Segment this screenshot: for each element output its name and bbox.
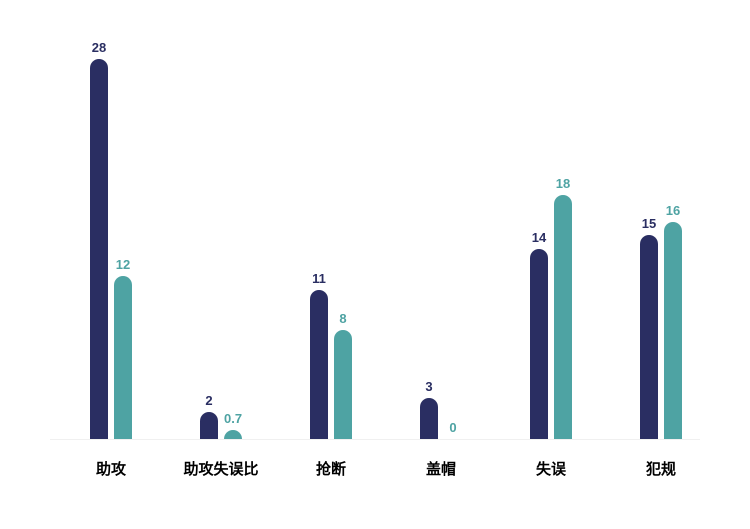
bar — [200, 412, 218, 439]
bar-group: 14 18 — [530, 176, 572, 439]
bar — [530, 249, 548, 439]
bar-value-label: 3 — [425, 379, 432, 394]
bar — [554, 195, 572, 439]
bar-value-label: 0.7 — [224, 411, 242, 426]
bar — [664, 222, 682, 439]
bar — [334, 330, 352, 439]
bar — [114, 276, 132, 439]
bar-value-label: 11 — [312, 271, 326, 286]
x-axis-label: 抢断 — [316, 458, 346, 479]
bar-value-label: 14 — [532, 230, 546, 245]
x-axis: 助攻 助攻失误比 抢断 盖帽 失误 犯规 — [50, 442, 700, 482]
bar — [224, 430, 242, 440]
x-axis-label: 助攻失误比 — [183, 458, 258, 479]
bar — [640, 235, 658, 439]
bar-series-a: 28 — [90, 40, 108, 439]
bar-value-label: 12 — [116, 257, 130, 272]
bar-group: 11 8 — [310, 271, 352, 439]
bar-chart: 281220.71183014181516 — [50, 60, 700, 440]
bar-value-label: 18 — [556, 176, 570, 191]
bar-series-b: 0.7 — [224, 411, 242, 440]
bar-value-label: 16 — [666, 203, 680, 218]
bar-series-a: 14 — [530, 230, 548, 439]
bar-series-b: 0 — [444, 420, 462, 439]
bar-series-b: 8 — [334, 311, 352, 439]
bar-series-b: 16 — [664, 203, 682, 439]
bar-value-label: 15 — [642, 216, 656, 231]
bar-series-a: 15 — [640, 216, 658, 439]
bar-value-label: 2 — [205, 393, 212, 408]
bar-group: 30 — [420, 379, 462, 439]
x-axis-label: 犯规 — [646, 458, 676, 479]
bar-value-label: 0 — [449, 420, 456, 435]
bar-series-a: 2 — [200, 393, 218, 439]
bar — [310, 290, 328, 439]
bar-series-b: 18 — [554, 176, 572, 439]
bar-group: 28 12 — [90, 40, 132, 439]
x-axis-label: 盖帽 — [426, 458, 456, 479]
x-axis-label: 失误 — [536, 458, 566, 479]
bar — [420, 398, 438, 439]
bar — [90, 59, 108, 439]
bar-series-a: 11 — [310, 271, 328, 439]
bar-value-label: 28 — [92, 40, 106, 55]
x-axis-label: 助攻 — [96, 458, 126, 479]
bar-value-label: 8 — [339, 311, 346, 326]
bar-group: 1516 — [640, 203, 682, 439]
bar-series-a: 3 — [420, 379, 438, 439]
bar-group: 20.7 — [200, 393, 242, 439]
bar-series-b: 12 — [114, 257, 132, 439]
